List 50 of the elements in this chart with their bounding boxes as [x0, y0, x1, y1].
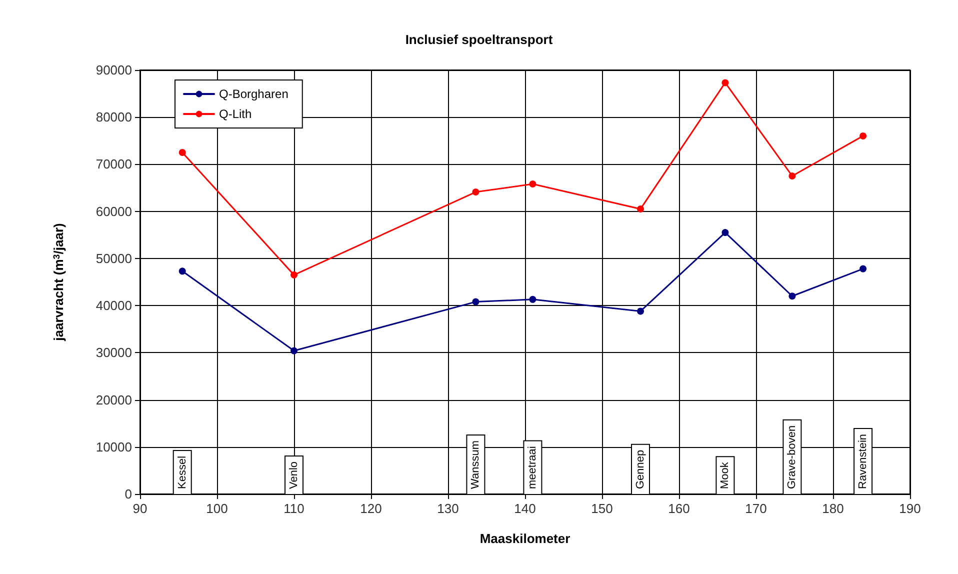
point	[788, 172, 796, 180]
x-axis-title: Maaskilometer	[480, 531, 570, 546]
y-tick-label: 20000	[96, 392, 132, 408]
point	[290, 271, 298, 278]
annotation: Grave-boven	[786, 425, 798, 489]
x-tick-label: 120	[360, 501, 382, 516]
x-tick-label: 180	[822, 501, 844, 516]
y-tick-label: 10000	[96, 439, 132, 454]
point	[788, 292, 796, 300]
annotation: Wanssum	[470, 440, 482, 489]
point	[637, 205, 644, 212]
point	[722, 229, 729, 236]
x-tick-label: 100	[206, 501, 228, 516]
x-tick-label: 150	[591, 501, 613, 516]
annotation: Venlo	[288, 461, 300, 489]
y-axis-title: jaarvracht (m3/jaar)	[51, 223, 66, 342]
chart-title: Inclusief spoeltransport	[405, 32, 554, 47]
y-tick-label: 90000	[96, 62, 132, 78]
x-tick-label: 140	[514, 501, 536, 516]
y-tick-label: 30000	[96, 345, 132, 360]
y-tick-label: 50000	[96, 250, 132, 266]
point	[637, 308, 644, 315]
point	[178, 268, 186, 275]
point	[472, 298, 480, 306]
point	[472, 188, 480, 196]
legend-label: Q-Borgharen	[219, 87, 288, 101]
legend-label: Q-Lith	[219, 107, 252, 121]
point	[860, 265, 867, 272]
y-tick-label: 70000	[96, 156, 132, 172]
annotation: Kessel	[176, 456, 188, 489]
annotation: Gennep	[634, 450, 646, 489]
point	[529, 296, 536, 303]
y-tick-label: 60000	[96, 204, 132, 219]
y-tick-label: 40000	[96, 298, 132, 314]
point	[178, 148, 186, 156]
x-tick-label: 110	[284, 501, 304, 516]
y-tick-label: 0	[124, 486, 132, 502]
annotation: meetraai	[526, 446, 539, 489]
point	[722, 79, 729, 86]
x-tick-label: 160	[668, 501, 690, 516]
point	[860, 132, 867, 140]
x-tick-label: 190	[899, 501, 921, 516]
point	[529, 180, 536, 188]
x-tick-label: 170	[745, 501, 767, 516]
annotation: Ravenstein	[857, 434, 870, 489]
x-tick-label: 90	[132, 501, 148, 516]
annotation: Mook	[719, 462, 732, 489]
x-tick-label: 130	[437, 501, 459, 516]
point	[290, 347, 298, 354]
y-tick-label: 80000	[96, 110, 132, 125]
